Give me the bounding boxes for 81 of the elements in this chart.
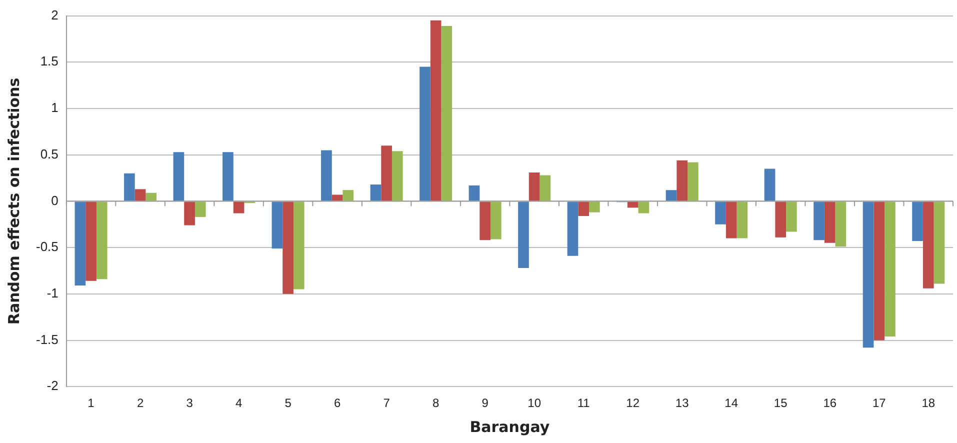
x-tick-label: 10 [528, 396, 542, 410]
bar [293, 202, 304, 290]
x-tick-label: 6 [334, 396, 341, 410]
y-tick-label: 0 [51, 192, 58, 208]
bar [922, 202, 934, 288]
x-tick-label: 4 [235, 396, 242, 410]
bar [835, 202, 846, 247]
x-tick-label: 14 [724, 396, 738, 410]
bar [824, 202, 836, 243]
x-tick-label: 5 [284, 396, 292, 410]
bar [321, 150, 332, 201]
bar [814, 202, 824, 240]
bar [589, 202, 600, 212]
bar [173, 152, 184, 201]
bar [567, 202, 578, 256]
bar [74, 202, 86, 286]
bar [381, 146, 392, 201]
bar [86, 202, 96, 281]
bar [676, 160, 688, 201]
bar [480, 202, 490, 240]
bar [490, 202, 502, 240]
bar [342, 190, 354, 201]
bar [638, 202, 650, 214]
y-tick-label: 2 [51, 7, 58, 22]
x-tick-label: 18 [922, 396, 936, 410]
bar [272, 202, 283, 248]
y-axis-title: Random effects on infections [4, 78, 23, 325]
bar [392, 151, 403, 201]
y-tick-label: -1 [46, 285, 58, 300]
y-tick-label: 1 [51, 100, 58, 116]
x-tick-label: 17 [872, 396, 886, 410]
x-tick-label: 7 [383, 396, 390, 410]
x-tick-label: 2 [136, 396, 144, 410]
bar [184, 202, 195, 226]
bar [146, 192, 157, 201]
bar [96, 202, 108, 280]
bar [194, 202, 206, 217]
bar [370, 184, 382, 201]
bar [666, 190, 677, 201]
x-axis-title: Barangay [470, 418, 550, 436]
x-tick-label: 1 [88, 396, 95, 410]
bar [468, 185, 480, 201]
bar [222, 152, 234, 201]
x-tick-label: 9 [482, 396, 489, 410]
x-tick-label: 8 [432, 396, 440, 410]
bar [332, 194, 343, 201]
bar [688, 162, 698, 201]
bar [912, 202, 923, 242]
x-tick-label: 13 [675, 396, 690, 410]
bar [420, 66, 430, 201]
x-tick-label: 12 [626, 396, 640, 410]
y-tick-label: -1.5 [36, 332, 58, 347]
x-tick-label: 16 [823, 396, 837, 410]
bar [786, 202, 797, 232]
bar [775, 202, 786, 238]
bar [726, 202, 737, 238]
bar [528, 172, 540, 201]
y-tick-label: 0.5 [40, 146, 58, 162]
bar [233, 202, 244, 214]
bar [134, 189, 146, 201]
bar [578, 202, 589, 216]
bar [934, 202, 945, 284]
bar [627, 202, 638, 208]
x-tick-label: 15 [774, 396, 788, 410]
bar [884, 202, 896, 337]
bar [430, 20, 442, 201]
x-tick-label: 11 [577, 396, 590, 410]
y-tick-label: -2 [46, 378, 58, 394]
bar [715, 202, 726, 224]
bar [764, 168, 776, 201]
y-tick-label: -0.5 [36, 239, 58, 254]
bar [282, 202, 294, 294]
bar [736, 202, 748, 238]
bar [518, 202, 529, 268]
y-tick-label: 1.5 [40, 54, 58, 69]
x-tick-label: 3 [186, 396, 194, 410]
bar [441, 26, 452, 201]
bar [540, 175, 551, 201]
bar [124, 173, 135, 201]
bar [874, 202, 885, 340]
bar [862, 202, 874, 348]
